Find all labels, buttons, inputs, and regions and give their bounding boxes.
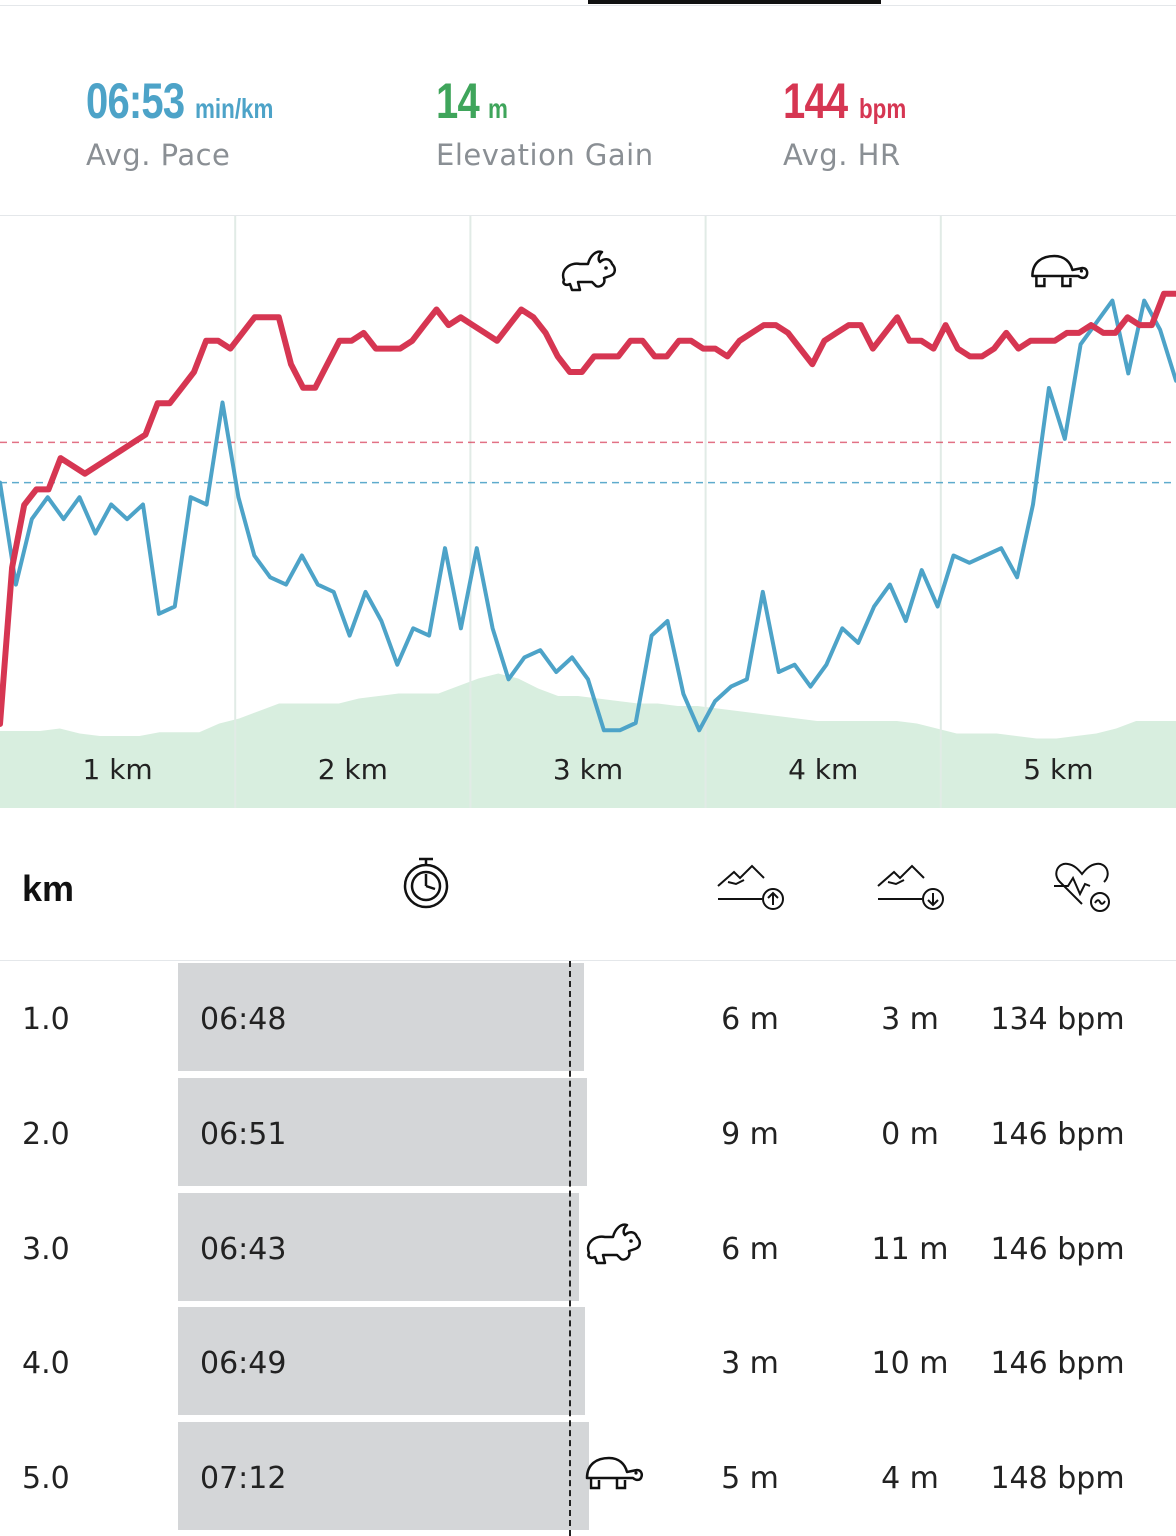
elevation-up-icon [717,864,784,910]
km-tick-label: 2 km [318,753,388,786]
split-pace-bar [178,963,585,1071]
split-row[interactable]: 4.0 06:49 3 m 10 m 146 bpm [0,1305,1176,1420]
split-elevation-up: 9 m [721,1116,779,1152]
turtle-icon [1031,254,1089,288]
run-chart[interactable]: 1 km 2 km 3 km 4 km 5 km [0,216,1176,808]
elevation-gain-label: Elevation Gain [436,138,654,172]
split-heart-rate: 146 bpm [990,1346,1125,1382]
split-time: 07:12 [200,1461,287,1497]
split-heart-rate: 146 bpm [990,1116,1125,1152]
stopwatch-icon [403,857,449,909]
tab-indicator[interactable] [588,0,881,4]
avg-pace-value: 06:53 [86,73,185,129]
split-elevation-up: 3 m [721,1346,779,1382]
split-time: 06:51 [200,1116,287,1152]
split-heart-rate: 146 bpm [990,1231,1125,1267]
split-km: 3.0 [22,1231,70,1267]
split-time: 06:48 [200,1002,287,1037]
split-elevation-up: 6 m [721,1231,779,1267]
split-time: 06:49 [200,1346,287,1382]
avg-pace-stat: 06:53 min/km Avg. Pace [86,72,293,172]
heart-rate-line [0,290,1176,727]
pace-line [0,298,1176,733]
elevation-gain-value: 14 [436,73,480,129]
split-pace-bar [178,1307,585,1416]
km-tick-label: 5 km [1023,753,1093,786]
avg-hr-unit: bpm [859,93,907,124]
split-row[interactable]: 2.0 06:51 9 m 0 m 146 bpm [0,1076,1176,1191]
split-time: 06:43 [200,1231,287,1267]
split-km: 2.0 [22,1116,70,1152]
split-elevation-up: 6 m [721,1002,779,1037]
split-pace-bar [178,1422,589,1531]
split-elevation-down: 3 m [881,1002,939,1037]
top-divider [0,5,1176,6]
split-heart-rate: 148 bpm [990,1461,1125,1497]
split-pace-bar [178,1192,580,1301]
rabbit-icon [586,1222,641,1264]
split-km: 5.0 [22,1461,70,1497]
split-elevation-down: 0 m [881,1116,939,1152]
rabbit-icon [561,250,616,292]
turtle-icon [585,1456,644,1490]
km-tick-label: 4 km [788,753,858,786]
avg-hr-stat: 144 bpm Avg. HR [783,72,919,172]
km-tick-label: 1 km [82,753,152,786]
split-row[interactable]: 1.0 06:48 6 m 3 m 134 bpm [0,961,1176,1076]
splits-header: km [0,820,1176,960]
split-row[interactable]: 3.0 06:43 6 m 11 m 146 bpm [0,1191,1176,1306]
elevation-gain-stat: 14 m Elevation Gain [436,72,654,172]
split-pace-bar [178,1077,587,1186]
average-pace-line [569,961,571,1536]
splits-table: 1.0 06:48 6 m 3 m 134 bpm 2.0 06:51 9 m 0 m 146 b… [0,961,1176,1535]
split-elevation-up: 5 m [721,1461,779,1497]
split-heart-rate: 134 bpm [990,1002,1125,1037]
heart-rate-icon [1054,862,1110,912]
split-row[interactable]: 5.0 07:12 5 m 4 m 148 bpm [0,1420,1176,1535]
split-elevation-down: 11 m [871,1231,949,1267]
km-tick-label: 3 km [553,753,623,786]
avg-hr-label: Avg. HR [783,138,901,172]
avg-pace-label: Avg. Pace [86,138,231,172]
elevation-gain-unit: m [487,93,508,124]
avg-hr-value: 144 [783,73,848,129]
avg-pace-unit: min/km [194,93,274,124]
split-elevation-down: 10 m [871,1346,949,1382]
header-divider [0,960,1176,961]
km-column-header: km [22,868,75,909]
split-km: 1.0 [22,1002,70,1037]
stats-divider [0,215,1176,216]
split-elevation-down: 4 m [881,1461,939,1497]
elevation-down-icon [877,864,944,910]
elevation-area [0,673,1176,808]
split-km: 4.0 [22,1346,70,1382]
